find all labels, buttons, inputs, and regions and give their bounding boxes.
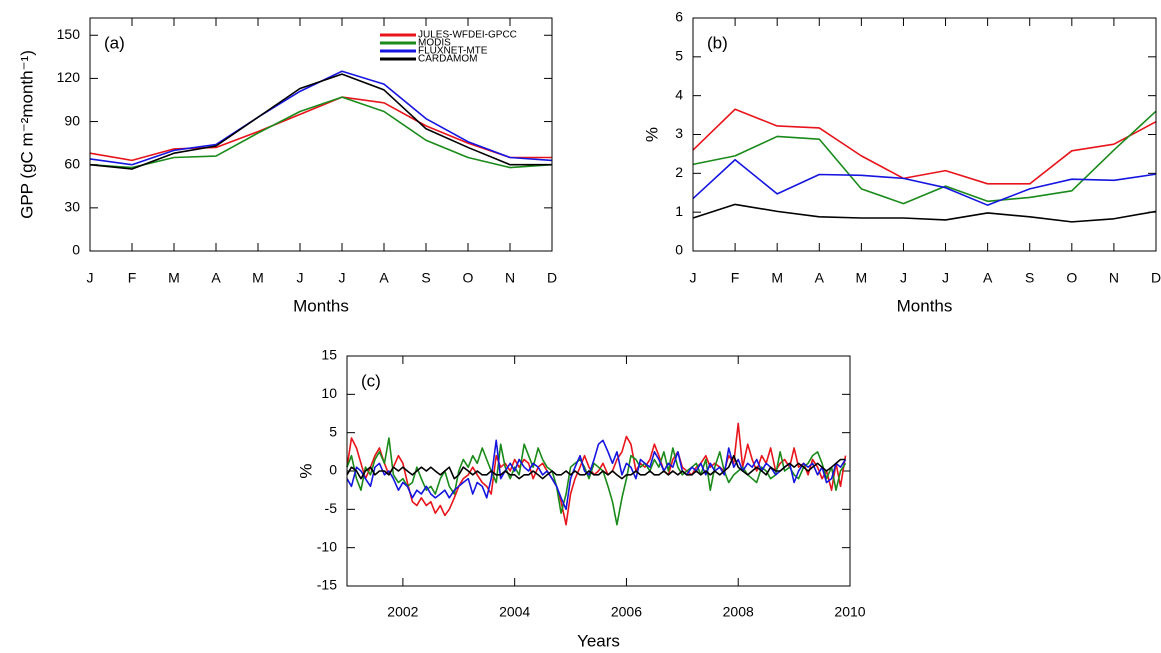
y-tick-label: 0: [72, 242, 80, 258]
y-tick-label: 120: [57, 69, 81, 85]
y-tick-label: 15: [321, 347, 337, 363]
x-axis-label: Months: [293, 296, 349, 315]
y-tick-label: 10: [321, 385, 337, 401]
x-tick-label: A: [379, 270, 389, 286]
x-axis-label: Months: [897, 296, 953, 315]
y-tick-label: 5: [675, 48, 683, 64]
y-tick-label: 30: [64, 199, 80, 215]
x-tick-label: A: [815, 270, 825, 286]
legend-label: CARDAMOM: [418, 54, 477, 65]
y-tick-label: 5: [329, 423, 337, 439]
x-tick-label: J: [942, 270, 949, 286]
x-tick-label: 2008: [723, 604, 754, 620]
y-tick-label: -15: [317, 577, 337, 593]
legend-label: JULES-WFDEI-GPCC: [418, 30, 517, 41]
series-line: [89, 73, 552, 170]
series-line: [346, 454, 846, 480]
x-tick-label: J: [297, 270, 304, 286]
x-tick-label: N: [1109, 270, 1119, 286]
legend-label: MODIS: [418, 38, 451, 49]
x-tick-label: S: [1025, 270, 1034, 286]
panel-label: (a): [104, 33, 125, 52]
x-tick-label: D: [1151, 270, 1161, 286]
panel-label: (b): [707, 33, 728, 52]
x-tick-label: J: [339, 270, 346, 286]
series-line: [346, 437, 847, 526]
x-tick-label: 2006: [611, 604, 642, 620]
x-tick-label: O: [463, 270, 474, 286]
series-line: [692, 158, 1157, 206]
x-tick-label: A: [211, 270, 221, 286]
x-tick-label: J: [87, 270, 94, 286]
x-tick-label: J: [900, 270, 907, 286]
x-tick-label: F: [731, 270, 740, 286]
panel-label: (c): [361, 371, 381, 390]
x-tick-label: M: [168, 270, 180, 286]
x-tick-label: M: [856, 270, 868, 286]
y-axis-label: GPP (gC m⁻²month⁻¹): [17, 50, 36, 219]
series-line: [346, 439, 847, 511]
x-tick-label: A: [983, 270, 993, 286]
series-line: [346, 422, 847, 526]
series-line: [692, 108, 1157, 185]
y-tick-label: -10: [317, 538, 337, 554]
x-axis-label: Years: [577, 631, 620, 650]
y-tick-label: 0: [675, 242, 683, 258]
y-tick-label: -5: [325, 500, 338, 516]
x-tick-label: 2010: [834, 604, 865, 620]
series-line: [692, 203, 1157, 223]
x-tick-label: D: [547, 270, 557, 286]
plot-frame: [346, 355, 851, 587]
series-line: [89, 70, 553, 166]
y-tick-label: 2: [675, 164, 683, 180]
series-line: [692, 110, 1157, 205]
y-axis-label: %: [296, 463, 315, 478]
y-tick-label: 4: [675, 86, 683, 102]
x-tick-label: N: [505, 270, 515, 286]
y-tick-label: 90: [64, 112, 80, 128]
y-tick-label: 150: [57, 26, 81, 42]
series-line: [89, 96, 552, 162]
x-tick-label: 2002: [387, 604, 418, 620]
x-tick-label: 2004: [499, 604, 530, 620]
y-tick-label: 0: [329, 462, 337, 478]
y-tick-label: 1: [675, 203, 683, 219]
y-axis-label: %: [642, 127, 661, 142]
legend-label: FLUXNET-MTE: [418, 46, 488, 57]
x-tick-label: M: [771, 270, 783, 286]
series-line: [89, 96, 553, 169]
y-tick-label: 60: [64, 155, 80, 171]
y-tick-label: 6: [675, 9, 683, 25]
x-tick-label: F: [128, 270, 137, 286]
plot-frame: [89, 17, 553, 252]
x-tick-label: O: [1066, 270, 1077, 286]
x-tick-label: S: [421, 270, 430, 286]
y-tick-label: 3: [675, 125, 683, 141]
x-tick-label: J: [690, 270, 697, 286]
plot-frame: [692, 17, 1157, 252]
x-tick-label: M: [252, 270, 264, 286]
